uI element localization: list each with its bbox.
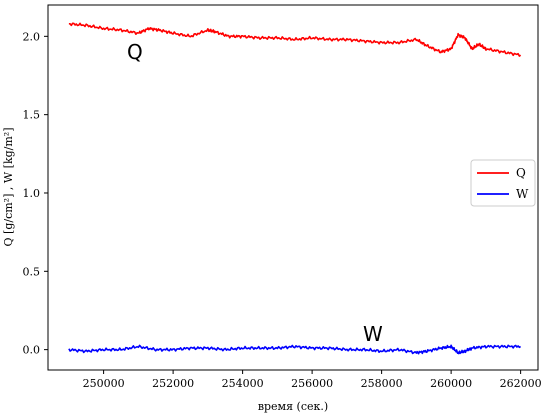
plot-area: 250000 252000 254000 256000 258000 260000 2620…: [23, 4, 542, 390]
series-line-q: [68, 22, 522, 57]
y-axis-ticks: 0.0 0.5 1.0 1.5 2.0: [23, 30, 48, 357]
y-tick-label: 0.0: [23, 344, 41, 357]
annotation-w: W: [363, 322, 383, 346]
x-tick-label: 256000: [291, 377, 333, 390]
series-layer: [68, 22, 522, 355]
x-tick-label: 262000: [500, 377, 542, 390]
x-tick-label: 252000: [152, 377, 194, 390]
y-tick-label: 0.5: [23, 265, 41, 278]
y-axis-label: Q [g/cm²] , W [kg/m²]: [2, 128, 15, 247]
y-tick-label: 1.5: [23, 109, 41, 122]
series-line-w: [68, 344, 522, 355]
annotations: QW: [127, 40, 383, 346]
x-axis-ticks: 250000 252000 254000 256000 258000 260000 2620…: [83, 370, 542, 390]
annotation-q: Q: [127, 40, 143, 64]
x-tick-label: 250000: [83, 377, 125, 390]
x-axis-label: время (сек.): [258, 400, 328, 413]
plot-frame: [47, 4, 539, 371]
x-tick-label: 260000: [430, 377, 472, 390]
y-tick-label: 2.0: [23, 30, 41, 43]
legend: Q W: [470, 159, 536, 207]
legend-label-q: Q: [516, 166, 526, 180]
x-tick-label: 254000: [222, 377, 264, 390]
x-tick-label: 258000: [361, 377, 403, 390]
legend-label-w: W: [516, 187, 529, 201]
y-tick-label: 1.0: [23, 187, 41, 200]
